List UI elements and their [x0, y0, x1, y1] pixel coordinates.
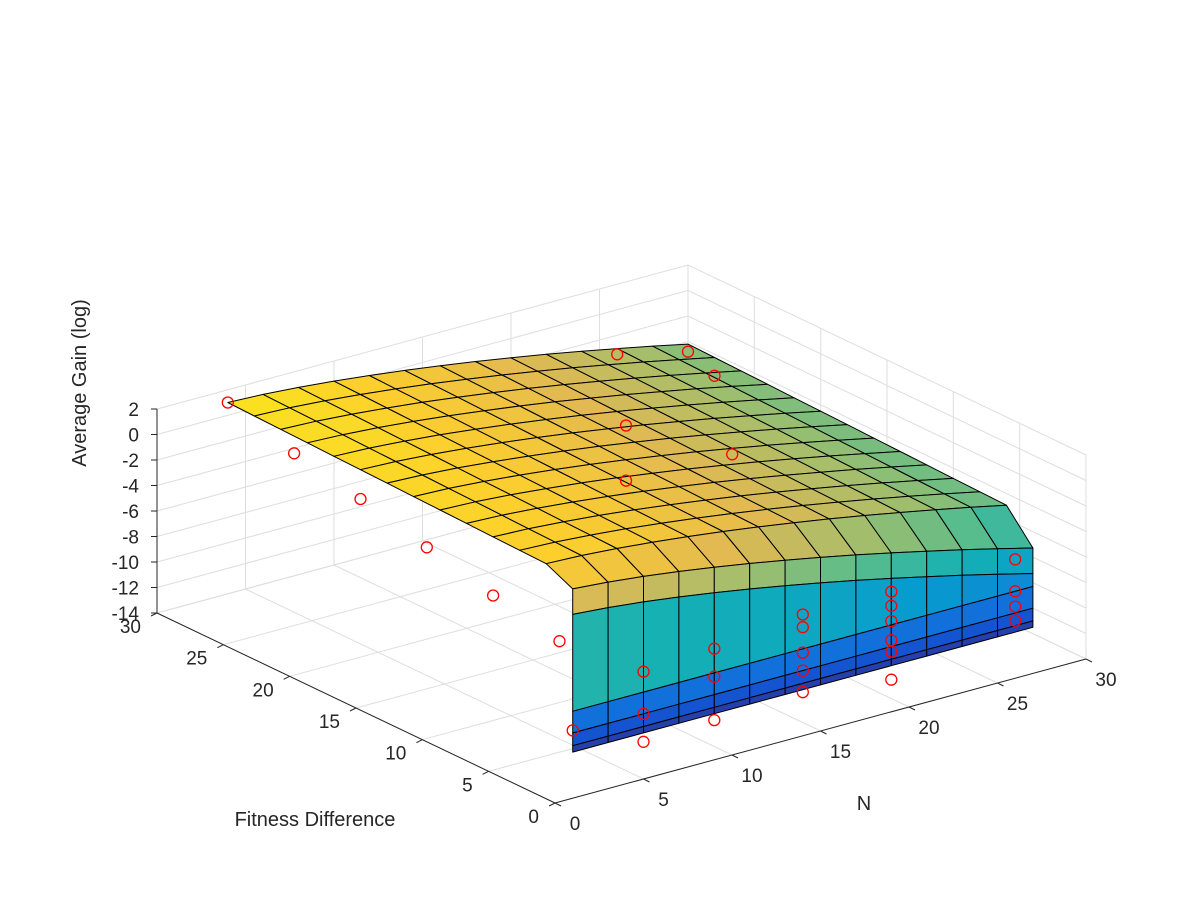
data-marker	[566, 724, 579, 737]
surface-cell	[713, 563, 751, 594]
z-tick-label: -2	[122, 451, 139, 472]
data-marker	[1009, 553, 1022, 566]
x-tick-mark	[554, 802, 562, 807]
z-tick-label: -6	[122, 502, 139, 523]
tick-labels: 051015202530051015202530-14-12-10-8-6-4-…	[112, 400, 1117, 835]
data-marker	[486, 589, 500, 602]
data-marker	[885, 585, 898, 598]
y-axis-label: Fitness Difference	[235, 809, 396, 831]
x-tick-mark	[997, 682, 1004, 687]
surface-cell	[784, 556, 821, 587]
y-tick-label: 25	[186, 649, 207, 670]
surface-cell	[607, 601, 644, 703]
data-marker	[796, 686, 809, 699]
data-marker	[354, 492, 367, 506]
x-tick-label: 5	[658, 790, 669, 811]
surface-cell	[961, 548, 998, 576]
data-marker	[637, 707, 650, 720]
y-tick-label: 5	[462, 775, 473, 796]
surface-cell	[678, 566, 715, 598]
y-tick-label: 10	[385, 744, 406, 765]
surface-cell	[997, 620, 1034, 638]
surface-cell	[643, 596, 680, 693]
data-marker	[1009, 585, 1022, 598]
x-tick-mark	[908, 706, 916, 711]
surface-cell	[572, 607, 609, 712]
x-tick-label: 15	[830, 742, 851, 763]
surface-mesh	[227, 343, 1034, 753]
x-tick-mark	[1085, 658, 1093, 663]
x-tick-label: 10	[741, 766, 762, 787]
y-tick-mark	[482, 770, 489, 775]
surface-cell	[784, 582, 821, 655]
data-marker	[619, 474, 633, 487]
surface-cell	[820, 579, 857, 645]
data-marker	[885, 645, 898, 658]
z-tick-label: -10	[112, 553, 139, 574]
surface-cell	[890, 550, 928, 579]
y-tick-mark	[548, 802, 556, 807]
data-marker	[221, 396, 234, 409]
x-tick-label: 20	[918, 718, 939, 739]
surface-cell	[820, 554, 857, 584]
data-marker	[796, 646, 809, 659]
y-tick-mark	[283, 675, 290, 680]
data-marker	[287, 447, 301, 460]
x-tick-mark	[731, 754, 739, 759]
z-tick-label: -14	[112, 604, 140, 625]
surface-cell	[855, 552, 892, 581]
data-marker	[681, 345, 695, 358]
data-marker	[885, 673, 898, 686]
x-axis-label: N	[857, 793, 871, 815]
data-marker	[726, 448, 739, 461]
y-tick-mark	[217, 644, 224, 649]
surface-cell	[749, 559, 786, 590]
z-tick-label: 0	[128, 426, 139, 447]
data-marker	[885, 614, 898, 628]
data-marker	[1009, 614, 1022, 627]
data-marker	[796, 664, 809, 677]
y-tick-mark	[349, 707, 357, 712]
data-marker	[708, 642, 721, 655]
data-marker	[796, 621, 809, 634]
data-marker	[420, 541, 433, 554]
y-tick-mark	[416, 739, 423, 744]
y-tick-label: 30	[120, 617, 141, 638]
data-marker	[1009, 600, 1022, 613]
z-tick-label: -8	[122, 528, 139, 549]
data-marker	[611, 348, 624, 361]
data-marker	[708, 670, 721, 683]
data-marker	[708, 713, 721, 727]
z-tick-label: 2	[128, 400, 139, 421]
y-tick-label: 15	[319, 712, 340, 733]
surface-cell	[713, 588, 751, 674]
x-tick-mark	[643, 778, 650, 783]
z-axis-label: Average Gain (log)	[69, 299, 91, 467]
data-marker	[796, 608, 809, 621]
x-tick-label: 25	[1007, 694, 1028, 715]
data-marker	[637, 735, 650, 748]
surface-cell	[997, 547, 1034, 575]
y-tick-label: 20	[253, 680, 274, 701]
x-tick-label: 0	[570, 814, 581, 835]
surface-cell	[749, 585, 786, 664]
data-marker	[637, 665, 650, 678]
data-marker	[885, 599, 898, 612]
data-marker	[708, 369, 721, 382]
data-marker	[619, 419, 633, 432]
surface-cell	[926, 549, 963, 578]
marker-layer	[221, 345, 1022, 748]
y-tick-label: 0	[528, 807, 539, 828]
z-tick-label: -4	[122, 477, 139, 498]
grid-line-z	[156, 264, 1087, 456]
z-tick-label: -12	[112, 579, 139, 600]
x-tick-label: 30	[1095, 670, 1116, 691]
surface-cell	[678, 592, 715, 683]
data-marker	[553, 635, 566, 648]
x-tick-mark	[820, 730, 827, 735]
